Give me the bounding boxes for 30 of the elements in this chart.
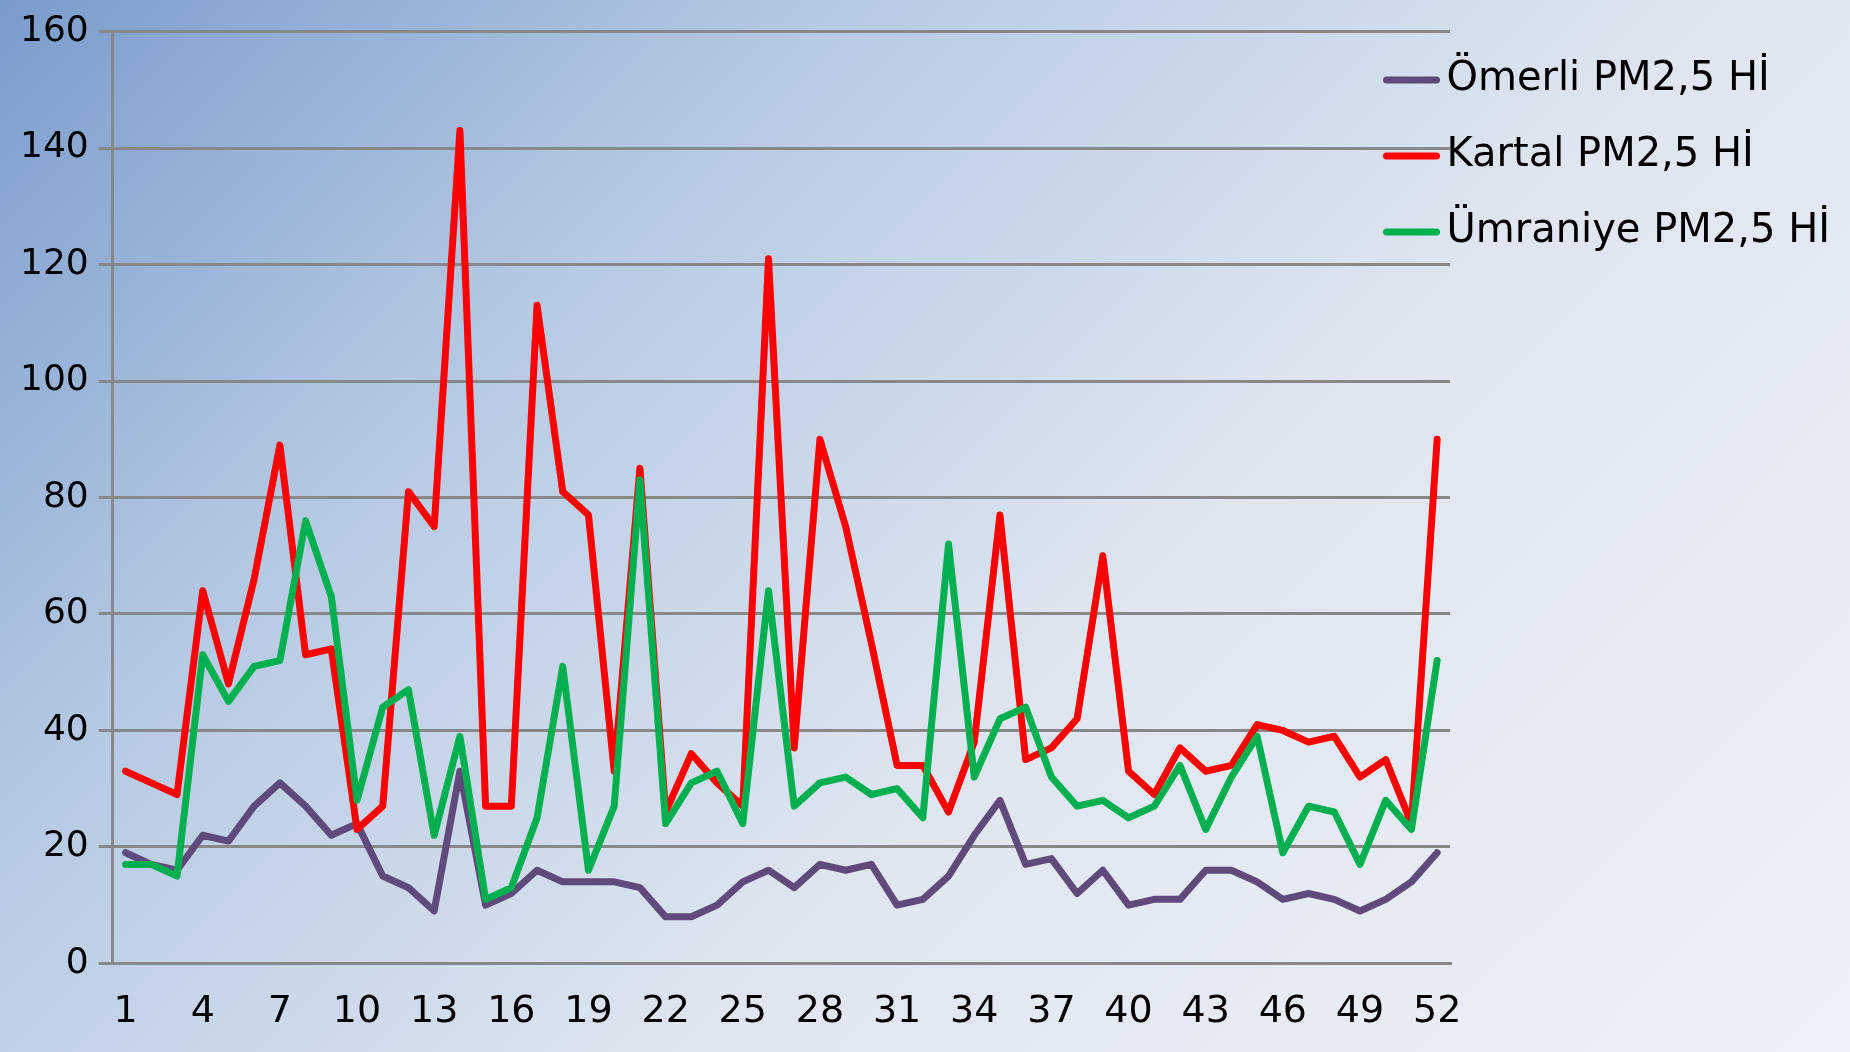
x-tick-label: 28 (795, 987, 845, 1032)
y-tick-label: 80 (42, 473, 89, 515)
y-tick-label: 120 (19, 240, 89, 282)
x-tick-label: 25 (718, 987, 767, 1032)
x-tick-label: 7 (267, 987, 292, 1032)
x-tick-label: 31 (872, 987, 922, 1032)
x-tick-label: 10 (332, 987, 382, 1032)
legend-label: Ömerli PM2,5 Hİ (1446, 52, 1770, 100)
x-tick-label: 19 (564, 987, 613, 1032)
x-tick-label: 34 (950, 987, 999, 1032)
x-tick-label: 1 (113, 987, 138, 1032)
x-tick-label: 40 (1104, 987, 1153, 1032)
y-tick-label: 140 (19, 124, 89, 166)
y-tick-label: 40 (42, 706, 89, 748)
x-tick-label: 46 (1258, 987, 1308, 1032)
x-tick-label: 49 (1335, 987, 1385, 1032)
y-tick-label: 60 (42, 590, 89, 632)
x-tick-label: 52 (1412, 987, 1462, 1032)
x-tick-label: 22 (641, 987, 690, 1032)
x-tick-label: 13 (410, 987, 459, 1032)
y-tick-label: 0 (65, 939, 89, 981)
x-tick-label: 43 (1181, 987, 1230, 1032)
y-tick-label: 20 (42, 823, 89, 865)
x-tick-label: 37 (1027, 987, 1076, 1032)
x-tick-label: 4 (190, 987, 215, 1032)
x-tick-label: 16 (487, 987, 536, 1032)
y-tick-label: 100 (19, 357, 89, 399)
legend-label: Kartal PM2,5 Hİ (1446, 128, 1754, 176)
legend-label: Ümraniye PM2,5 Hİ (1446, 204, 1830, 252)
y-tick-label: 160 (19, 7, 89, 49)
